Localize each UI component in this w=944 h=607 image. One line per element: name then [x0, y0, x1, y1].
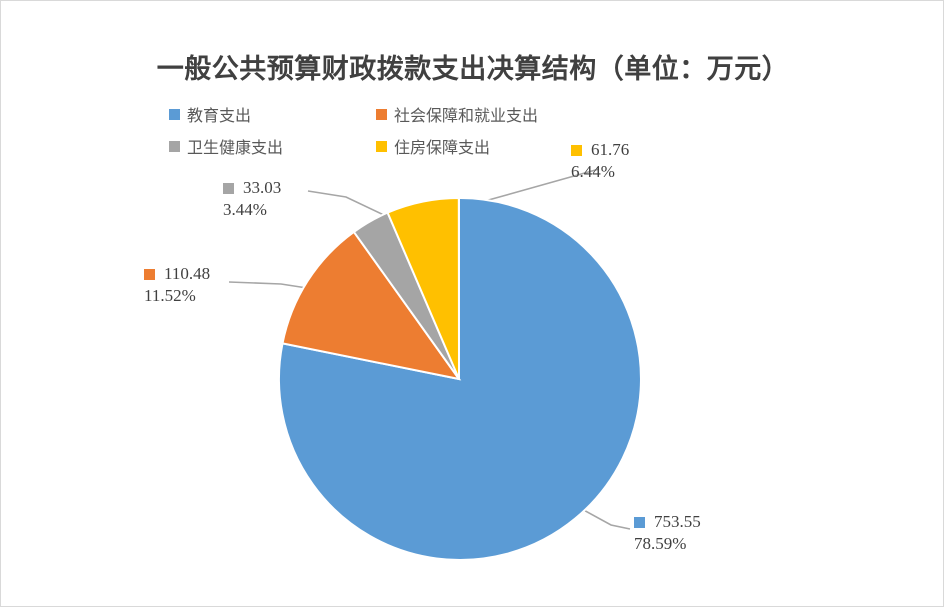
legend-item-education[interactable]: 教育支出	[169, 102, 251, 126]
legend-item-health[interactable]: 卫生健康支出	[169, 134, 283, 158]
data-label-swatch-social-security	[144, 268, 155, 280]
data-label-value-health: 33.03	[243, 178, 282, 197]
legend-label-education: 教育支出	[187, 108, 252, 125]
data-label-education: 753.55 78.59%	[634, 511, 701, 555]
legend-swatch-social-security	[376, 108, 387, 120]
data-label-value-education: 753.55	[654, 512, 701, 531]
data-label-percent-housing: 6.44%	[571, 162, 615, 181]
data-label-swatch-education	[634, 516, 645, 528]
legend-item-social-security[interactable]: 社会保障和就业支出	[376, 102, 538, 126]
data-label-health: 33.03 3.44%	[223, 177, 281, 221]
chart-legend: 教育支出 社会保障和就业支出 卫生健康支出 住房保障支出	[161, 102, 591, 160]
data-label-percent-social-security: 11.52%	[144, 286, 196, 305]
legend-swatch-health	[169, 140, 180, 152]
legend-label-social-security: 社会保障和就业支出	[394, 108, 539, 125]
data-label-housing: 61.76 6.44%	[571, 139, 629, 183]
data-label-percent-health: 3.44%	[223, 200, 267, 219]
legend-label-health: 卫生健康支出	[187, 140, 284, 157]
legend-item-housing[interactable]: 住房保障支出	[376, 134, 490, 158]
data-label-value-housing: 61.76	[591, 140, 630, 159]
chart-title: 一般公共预算财政拨款支出决算结构（单位：万元）	[156, 54, 790, 84]
data-label-swatch-housing	[571, 144, 582, 156]
pie-slice-social-security[interactable]	[281, 230, 462, 381]
legend-swatch-housing	[376, 140, 387, 152]
legend-label-housing: 住房保障支出	[394, 140, 491, 157]
data-label-social-security: 110.48 11.52%	[144, 263, 210, 307]
data-label-swatch-health	[223, 182, 234, 194]
data-label-percent-education: 78.59%	[634, 534, 687, 553]
legend-swatch-education	[169, 108, 180, 120]
pie-slice-housing[interactable]	[386, 196, 460, 380]
data-label-value-social-security: 110.48	[164, 264, 211, 283]
